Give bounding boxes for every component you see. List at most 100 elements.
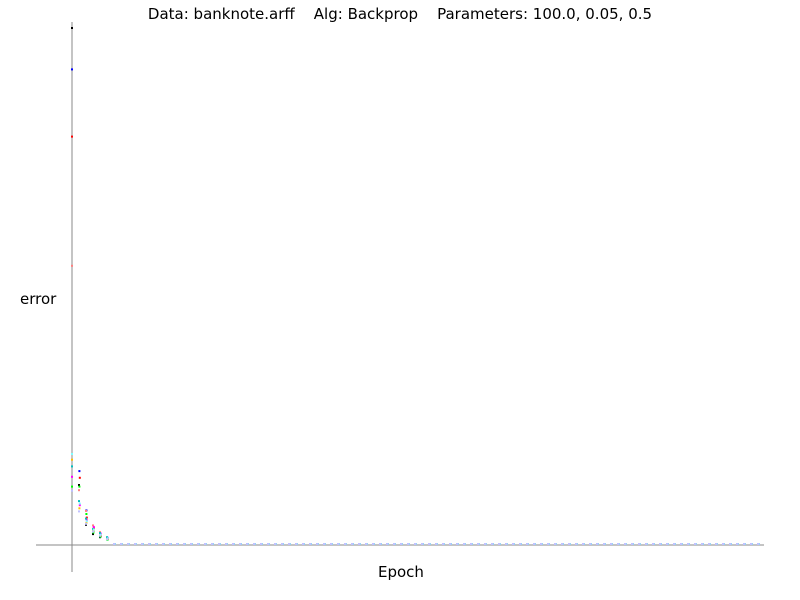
data-point	[267, 543, 269, 545]
data-point	[729, 543, 731, 545]
data-point	[225, 543, 227, 545]
data-point	[666, 543, 668, 545]
data-point	[113, 543, 115, 545]
data-point	[386, 543, 388, 545]
data-point	[169, 543, 171, 545]
data-point	[71, 458, 73, 461]
data-point	[127, 543, 129, 545]
data-point	[575, 543, 577, 545]
data-point	[624, 543, 626, 545]
data-point	[71, 465, 73, 468]
data-point	[99, 534, 101, 537]
data-point	[610, 543, 612, 545]
data-point	[71, 68, 73, 71]
data-point	[85, 509, 87, 512]
data-point	[330, 543, 332, 545]
data-point	[526, 543, 528, 545]
data-point	[246, 543, 248, 545]
data-point	[190, 543, 192, 545]
data-point	[71, 453, 73, 455]
data-point	[400, 543, 402, 545]
data-point	[295, 543, 297, 545]
data-point	[92, 530, 94, 533]
data-point	[505, 543, 507, 545]
data-point	[71, 485, 73, 488]
data-point	[71, 264, 73, 267]
data-point	[449, 543, 451, 545]
data-point	[92, 524, 94, 527]
data-point	[736, 543, 738, 545]
data-point	[743, 543, 745, 545]
data-point	[134, 543, 136, 545]
data-point	[659, 543, 661, 545]
data-point	[85, 520, 88, 523]
data-point	[99, 532, 101, 535]
data-point	[603, 543, 605, 545]
data-point	[491, 543, 493, 545]
data-point	[78, 484, 80, 486]
data-point	[253, 543, 255, 545]
data-point	[379, 543, 381, 545]
data-point	[302, 543, 304, 545]
data-point	[701, 543, 703, 545]
data-point	[218, 543, 220, 545]
data-point	[85, 522, 87, 525]
data-point	[694, 543, 696, 545]
data-point	[757, 543, 759, 545]
data-point	[421, 543, 423, 545]
data-point	[239, 543, 241, 545]
data-point	[274, 543, 276, 545]
data-point	[372, 543, 374, 545]
data-point	[78, 489, 80, 492]
data-point	[645, 543, 647, 545]
data-point	[582, 543, 584, 545]
data-point	[470, 543, 472, 545]
data-point	[442, 543, 444, 545]
data-point	[85, 513, 88, 515]
data-point	[106, 536, 108, 539]
data-point	[652, 543, 654, 545]
data-point	[463, 543, 465, 545]
data-point	[722, 543, 724, 545]
data-point	[638, 543, 640, 545]
data-point	[715, 543, 717, 545]
data-point	[435, 543, 437, 545]
data-point	[533, 543, 535, 545]
data-point	[71, 489, 73, 492]
data-point	[316, 543, 318, 545]
data-point	[358, 543, 360, 545]
data-point	[120, 543, 122, 545]
data-point	[78, 500, 80, 503]
data-point	[78, 502, 81, 505]
data-point	[554, 543, 556, 545]
data-point	[78, 485, 81, 488]
data-point	[351, 543, 353, 545]
data-point	[176, 543, 178, 545]
data-point	[211, 543, 213, 545]
data-point	[512, 543, 514, 545]
data-point	[477, 543, 479, 545]
data-point	[92, 533, 94, 536]
data-point	[183, 543, 185, 545]
data-point	[568, 543, 570, 545]
data-point	[680, 543, 682, 545]
data-point	[197, 543, 199, 545]
data-point	[78, 510, 80, 513]
data-point	[407, 543, 409, 545]
data-point	[78, 504, 81, 507]
data-point	[71, 27, 73, 29]
data-point	[260, 543, 262, 545]
data-point	[232, 543, 234, 545]
data-point	[162, 543, 164, 545]
data-point	[617, 543, 619, 545]
data-point	[750, 543, 752, 545]
data-point	[393, 543, 395, 545]
data-point	[78, 507, 81, 510]
data-point	[155, 543, 157, 545]
data-points	[71, 27, 760, 545]
data-point	[708, 543, 710, 545]
data-point	[106, 538, 108, 541]
data-point	[519, 543, 521, 545]
data-point	[428, 543, 430, 545]
